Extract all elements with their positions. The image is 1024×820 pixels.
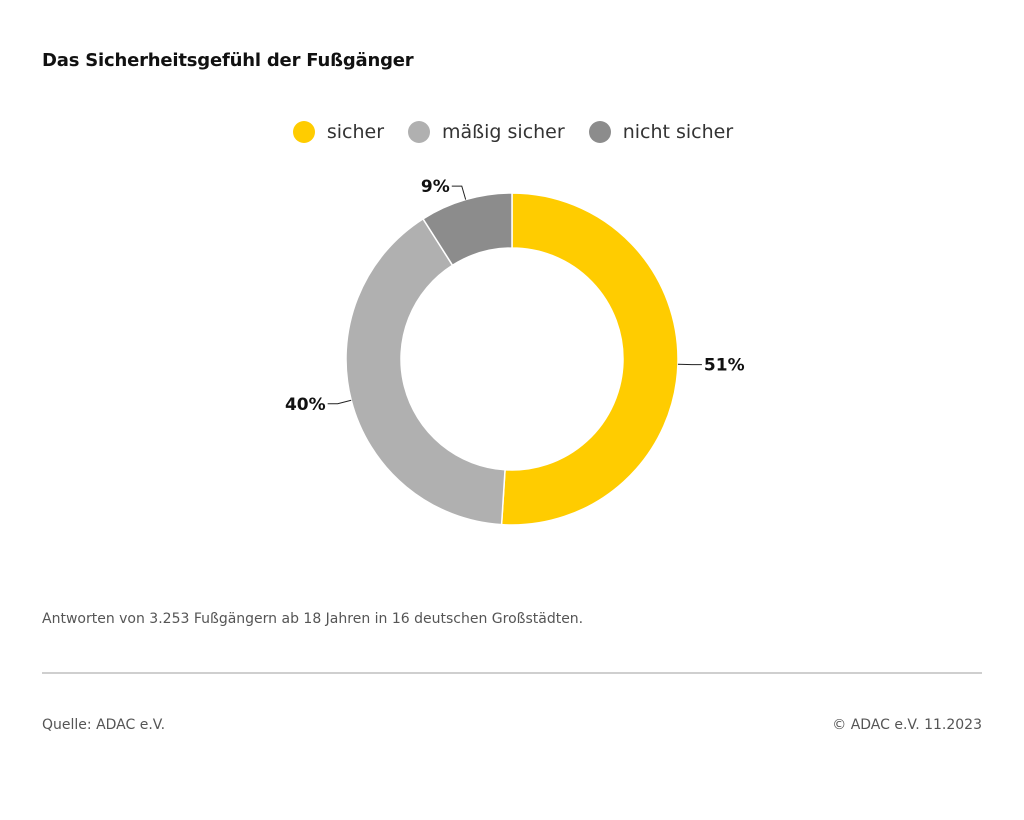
percent-labels: 51% 40% 9% <box>285 177 745 415</box>
leader-lines <box>327 185 702 405</box>
chart-title: Das Sicherheitsgefühl der Fußgänger <box>42 50 414 71</box>
legend-item-sicher: sicher <box>287 121 384 143</box>
legend-swatch-sicher <box>292 121 315 143</box>
legend-label-nicht-sicher: nicht sicher <box>622 121 734 143</box>
percent-label-nicht-sicher: 9% <box>421 177 450 197</box>
donut-slice-maessig-sicher <box>345 217 506 526</box>
legend-swatch-nicht-sicher <box>588 121 611 143</box>
percent-label-maessig-sicher: 40% <box>285 395 326 415</box>
footer-divider <box>42 672 982 674</box>
source-text: Quelle: ADAC e.V. <box>42 717 166 733</box>
legend-item-nicht-sicher: nicht sicher <box>583 121 733 143</box>
survey-note: Antworten von 3.253 Fußgängern ab 18 Jah… <box>42 611 584 627</box>
legend-label-sicher: sicher <box>326 121 385 143</box>
donut-slices <box>345 192 679 526</box>
copyright-text: © ADAC e.V. 11.2023 <box>832 717 982 733</box>
legend-label-maessig-sicher: mäßig sicher <box>442 121 565 143</box>
leader-line-maessig-sicher <box>327 399 352 405</box>
legend-item-maessig-sicher: mäßig sicher <box>402 121 565 143</box>
percent-label-sicher: 51% <box>704 356 745 376</box>
donut-slice-sicher <box>500 192 679 526</box>
legend: sicher mäßig sicher nicht sicher <box>0 121 1024 143</box>
donut-slice-nicht-sicher <box>422 192 513 267</box>
legend-swatch-maessig-sicher <box>408 121 431 143</box>
leader-line-nicht-sicher <box>451 185 467 200</box>
